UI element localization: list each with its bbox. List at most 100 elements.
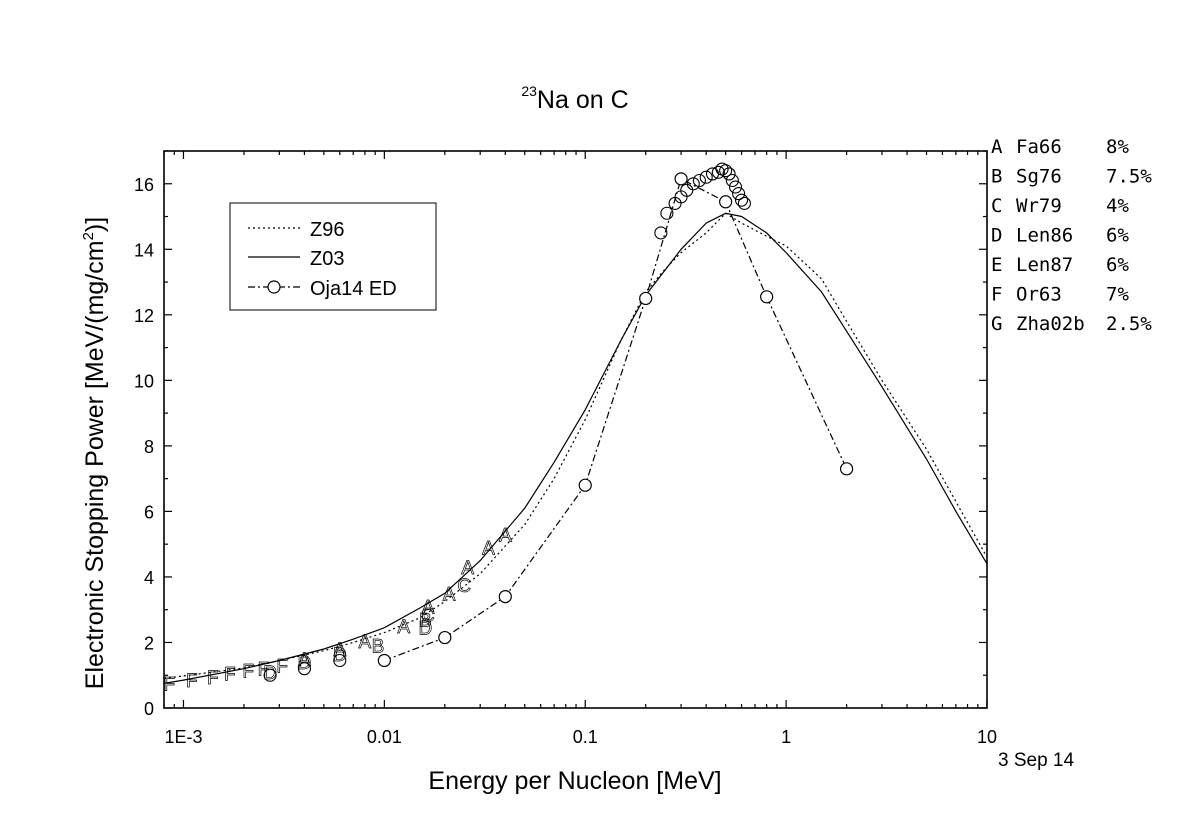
data-point-circle <box>735 193 749 207</box>
ref-legend-letter: A <box>991 136 1003 158</box>
oja14-ed-point <box>438 630 452 645</box>
title-main: Na on C <box>537 86 629 114</box>
data-point-circle <box>333 653 347 668</box>
oja14-ed-point <box>377 653 391 668</box>
data-point-letter: A <box>298 650 311 671</box>
chart-title: 23Na on C <box>521 83 628 114</box>
ref-legend-letter: B <box>991 166 1002 188</box>
x-tick-label: 0.1 <box>573 727 598 747</box>
ref-legend-error: 6% <box>1106 225 1129 247</box>
data-point-letter: D <box>263 663 277 684</box>
oja14-ed-point <box>760 290 774 304</box>
y-axis-label-superscript: 2 <box>80 232 97 240</box>
ref-legend-letter: D <box>991 225 1002 247</box>
ref-legend-letter: E <box>991 254 1002 276</box>
data-point-circle <box>732 187 746 201</box>
z03-curve <box>163 212 988 684</box>
data-point-letter: F <box>163 674 175 695</box>
data-point-letter: A <box>397 617 410 638</box>
legend-oja14-marker <box>267 280 281 294</box>
data-point-circle <box>654 226 668 240</box>
oja14-ed-point <box>639 291 653 306</box>
ref-legend-source: Zha02b <box>1016 313 1085 335</box>
data-point-circle <box>699 170 713 184</box>
data-point-letter: F <box>242 661 254 682</box>
ref-legend-source: Fa66 <box>1016 136 1062 158</box>
data-point-circle <box>722 167 736 181</box>
data-point-circle <box>263 668 277 682</box>
data-point-letter: F <box>186 671 198 692</box>
data-point-circle <box>660 206 674 220</box>
ref-legend-error: 8% <box>1106 136 1129 158</box>
ref-legend-error: 6% <box>1106 254 1129 276</box>
x-tick-label: 10 <box>977 727 997 747</box>
data-point-circle <box>719 164 733 178</box>
y-tick-label: 12 <box>134 306 154 326</box>
ref-legend-source: Len86 <box>1016 225 1073 247</box>
y-tick-label: 16 <box>134 175 154 195</box>
x-tick-label: 1 <box>781 727 791 747</box>
data-point-circle <box>728 180 743 194</box>
y-axis-label-end: )] <box>81 217 109 232</box>
ticks-layer: 0 2 4 6 8 10 12 14 16 1E-3 0.01 0.1 1 10 <box>134 150 997 747</box>
data-point-circle <box>737 196 751 210</box>
data-point-letter: A <box>359 632 372 653</box>
ref-legend-source: Or63 <box>1016 284 1062 306</box>
y-tick-label: 10 <box>134 371 154 391</box>
ref-legend-error: 4% <box>1106 195 1129 217</box>
data-point-circle <box>725 173 739 188</box>
legend-z96-label: Z96 <box>310 219 344 241</box>
data-point-letter: D <box>298 653 312 674</box>
ref-legend-error: 7.5% <box>1106 166 1152 188</box>
date-stamp: 3 Sep 14 <box>998 750 1074 771</box>
data-point-letter: D <box>333 645 347 666</box>
data-point-circle <box>297 662 311 676</box>
y-tick-label: 14 <box>134 240 154 260</box>
data-point-letter: F <box>258 660 270 681</box>
title-superscript: 23 <box>521 83 537 99</box>
legend-z03-label: Z03 <box>310 248 344 270</box>
data-point-letter: A <box>422 597 435 618</box>
data-point-letter: D <box>418 619 432 640</box>
oja14-ed-point <box>674 172 688 186</box>
z96-curve <box>163 212 988 680</box>
ref-legend-error: 2.5% <box>1106 313 1152 335</box>
y-tick-label: 6 <box>144 502 154 522</box>
oja14-ed-point <box>839 462 854 476</box>
data-point-letter: A <box>499 525 512 546</box>
data-point-letter: A <box>461 558 474 579</box>
ref-legend-source: Wr79 <box>1016 195 1062 217</box>
y-tick-label: 0 <box>144 699 154 719</box>
oja14-ed-point <box>498 589 512 604</box>
data-point-letter: A <box>333 640 346 661</box>
ref-legend-letter: G <box>991 313 1002 335</box>
data-point-letter: B <box>419 611 432 632</box>
ref-legend-source: Len87 <box>1016 254 1073 276</box>
oja14-ed-point <box>719 195 733 209</box>
reference-legend: A Fa66 8% B Sg76 7.5% C Wr79 4% D Len86 6% E Len87 6% F… <box>991 136 1152 335</box>
ref-legend-source: Sg76 <box>1016 166 1062 188</box>
data-point-letter: A <box>443 584 456 605</box>
data-point-letter: F <box>207 668 219 689</box>
x-tick-label: 0.01 <box>367 727 402 747</box>
data-point-letter: A <box>482 538 495 559</box>
oja14-ed-point <box>578 478 592 492</box>
data-point-letter: C <box>421 606 435 627</box>
data-point-circle <box>711 165 725 179</box>
data-point-circle <box>680 183 694 197</box>
data-point-circle <box>692 173 706 188</box>
data-point-letter: B <box>372 637 385 658</box>
data-point-letter: F <box>276 656 288 677</box>
x-axis-label: Energy per Nucleon [MeV] <box>428 767 721 795</box>
y-axis-label: Electronic Stopping Power [MeV/(mg/cm2)] <box>80 217 109 689</box>
x-tick-label: 1E-3 <box>164 727 202 747</box>
data-point-circle <box>686 177 700 191</box>
data-point-letter: C <box>457 576 471 597</box>
ref-legend-error: 7% <box>1106 284 1129 306</box>
y-tick-label: 8 <box>144 437 154 457</box>
ref-legend-letter: C <box>991 195 1002 217</box>
y-tick-label: 4 <box>144 568 154 588</box>
data-point-letter: F <box>224 665 236 686</box>
